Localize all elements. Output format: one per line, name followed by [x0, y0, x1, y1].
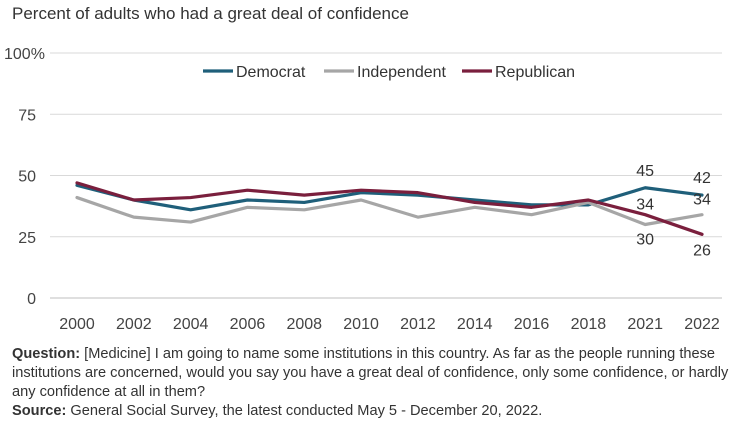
source-note: Source: General Social Survey, the lates…	[12, 402, 737, 421]
x-tick-label: 2000	[59, 316, 95, 333]
source-label: Source:	[12, 403, 67, 419]
x-tick-label: 2006	[230, 316, 266, 333]
x-tick-label: 2022	[684, 316, 720, 333]
x-tick-label: 2014	[457, 316, 493, 333]
legend-label: Republican	[495, 64, 575, 81]
x-tick-label: 2018	[571, 316, 607, 333]
data-label: 45	[636, 163, 654, 180]
series-lines	[75, 181, 704, 236]
y-tick-label: 100%	[4, 46, 45, 63]
data-label: 26	[693, 242, 711, 259]
x-tick-label: 2012	[400, 316, 436, 333]
data-label: 34	[636, 197, 654, 214]
chart-notes: Question: [Medicine] I am going to name …	[12, 345, 737, 421]
series-line-republican	[75, 181, 704, 236]
x-tick-label: 2008	[286, 316, 322, 333]
y-tick-label: 25	[18, 230, 36, 247]
legend-label: Independent	[357, 64, 447, 81]
y-axis-ticks: 0 25 50 75 100%	[4, 46, 45, 308]
data-label: 30	[636, 232, 654, 249]
x-tick-label: 2016	[514, 316, 550, 333]
x-tick-label: 2002	[116, 316, 152, 333]
x-tick-label: 2010	[343, 316, 379, 333]
y-tick-label: 0	[27, 291, 36, 308]
x-tick-label: 2004	[173, 316, 209, 333]
question-note: Question: [Medicine] I am going to name …	[12, 345, 737, 402]
x-axis-ticks: 2000 2002 2004 2006 2008 2010 2012 2014 2016 2018…	[59, 316, 720, 333]
legend-label: Democrat	[236, 64, 306, 81]
y-tick-label: 75	[18, 107, 36, 124]
chart-title: Percent of adults who had a great deal o…	[12, 4, 409, 23]
x-tick-label: 2021	[627, 316, 663, 333]
line-chart: 0 25 50 75 100% 2000 2002 2004 2006 2008 2010 2012…	[4, 46, 722, 333]
question-label: Question:	[12, 346, 81, 362]
data-label: 34	[693, 192, 711, 209]
data-label: 42	[693, 170, 711, 187]
y-tick-label: 50	[18, 169, 36, 186]
gridlines	[50, 52, 722, 299]
legend: Democrat Independent Republican	[203, 64, 575, 81]
series-line-independent	[75, 195, 704, 227]
question-text: [Medicine] I am going to name some insti…	[12, 346, 729, 400]
data-labels: 45 42 34 30 34 26	[636, 163, 711, 260]
source-text: General Social Survey, the latest conduc…	[66, 403, 543, 419]
